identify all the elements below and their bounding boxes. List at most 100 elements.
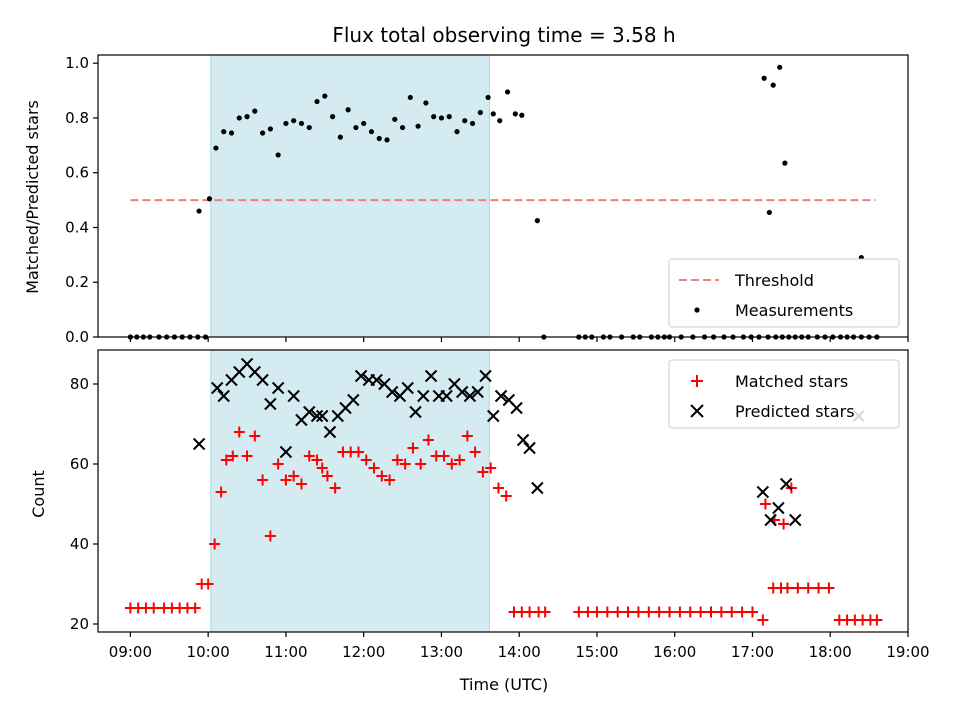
- x-stroke-b: [217, 389, 230, 403]
- predicted-star-point: [487, 409, 500, 423]
- legend-box: [668, 359, 900, 429]
- measurement-point: [534, 218, 540, 224]
- y-tick-label: 0.0: [65, 328, 89, 346]
- x-stroke-b: [455, 385, 469, 399]
- measurement-point: [782, 160, 788, 166]
- measurement-point: [384, 137, 390, 143]
- measurement-point: [761, 75, 767, 81]
- y-tick-label: 0.8: [65, 109, 89, 127]
- measurement-point: [431, 114, 437, 120]
- matched-star-point: [422, 434, 434, 446]
- x-stroke-b: [424, 369, 438, 383]
- legend-entry-label: Threshold: [734, 271, 814, 290]
- matched-star-point: [321, 470, 333, 482]
- matched-star-point: [746, 606, 758, 618]
- measurement-point: [196, 208, 202, 214]
- matched-star-point: [802, 582, 814, 594]
- x-axis-label: Time (UTC): [459, 675, 548, 694]
- predicted-star-point: [217, 389, 230, 403]
- predicted-star-point: [310, 409, 324, 423]
- matched-star-point: [781, 582, 793, 594]
- matched-star-point: [715, 606, 727, 618]
- x-stroke-b: [401, 381, 414, 395]
- measurement-point: [512, 111, 518, 117]
- predicted-star-point: [510, 401, 523, 415]
- x-stroke-b: [264, 397, 277, 411]
- matched-star-point: [612, 606, 624, 618]
- matched-star-point: [492, 482, 504, 494]
- x-stroke-b: [385, 385, 399, 399]
- matched-star-point: [368, 462, 380, 474]
- measurement-point: [221, 129, 227, 135]
- matched-star-point: [415, 458, 427, 470]
- predicted-star-point: [279, 445, 293, 459]
- matched-star-point: [726, 606, 738, 618]
- x-stroke-b: [463, 389, 477, 403]
- measurement-point: [361, 120, 367, 127]
- measurement-point: [306, 124, 312, 131]
- measurement-point: [314, 98, 320, 105]
- matched-star-point: [823, 582, 835, 594]
- measurement-point: [322, 93, 328, 99]
- predicted-star-point: [424, 369, 438, 383]
- measurement-point: [206, 196, 213, 202]
- x-tick-label: 13:00: [420, 643, 463, 661]
- predicted-star-point: [523, 441, 536, 455]
- predicted-star-point: [287, 389, 300, 403]
- matched-star-point: [288, 470, 300, 482]
- x-tick-label: 19:00: [886, 643, 929, 661]
- measurement-point: [283, 120, 289, 127]
- predicted-star-point: [401, 381, 414, 395]
- x-stroke-b: [772, 501, 785, 515]
- measurement-point: [275, 152, 281, 158]
- x-stroke-b: [516, 433, 530, 447]
- x-tick-label: 11:00: [264, 643, 307, 661]
- matched-star-point: [264, 530, 276, 542]
- predicted-star-point: [271, 381, 285, 395]
- y-tick-label: 0.6: [65, 164, 89, 182]
- matched-star-point: [233, 426, 245, 438]
- x-stroke-b: [417, 389, 430, 403]
- predicted-star-point: [789, 513, 802, 527]
- matched-star-point: [202, 578, 214, 590]
- measurement-point: [392, 116, 398, 122]
- matched-star-point: [280, 474, 292, 486]
- measurement-point: [766, 209, 772, 216]
- x-tick-label: 18:00: [809, 643, 852, 661]
- matched-star-point: [477, 466, 489, 478]
- x-tick-label: 10:00: [187, 643, 230, 661]
- x-tick-label: 14:00: [498, 643, 541, 661]
- x-stroke-b: [471, 385, 484, 399]
- measurement-point: [213, 145, 219, 151]
- x-stroke-b: [354, 369, 368, 383]
- legend-box: [668, 258, 900, 328]
- observing-window-band: [210, 54, 490, 338]
- x-stroke-b: [789, 513, 802, 527]
- measurement-point: [519, 112, 525, 118]
- x-stroke-b: [756, 485, 770, 499]
- measurement-point: [252, 108, 258, 114]
- matched-star-point: [759, 498, 771, 510]
- matched-star-point: [311, 454, 323, 466]
- x-stroke-b: [440, 389, 453, 403]
- predicted-star-point: [256, 373, 269, 387]
- x-stroke-b: [256, 373, 269, 387]
- measurement-point: [407, 94, 413, 101]
- x-stroke-b: [448, 377, 461, 391]
- x-stroke-b: [378, 377, 391, 391]
- measurement-point: [298, 120, 305, 127]
- measurement-point: [490, 111, 496, 117]
- matched-star-point: [792, 582, 804, 594]
- matched-star-point: [249, 430, 261, 442]
- measurement-point: [228, 130, 235, 136]
- x-tick-label: 16:00: [653, 643, 696, 661]
- measurement-point: [454, 129, 460, 135]
- x-stroke-b: [779, 477, 793, 491]
- matched-star-point: [539, 606, 551, 618]
- x-stroke-b: [323, 425, 337, 439]
- predicted-star-point: [409, 405, 422, 419]
- y-tick-label: 60: [70, 455, 89, 473]
- legend-entry-label: Predicted stars: [735, 402, 855, 421]
- matched-star-point: [485, 462, 497, 474]
